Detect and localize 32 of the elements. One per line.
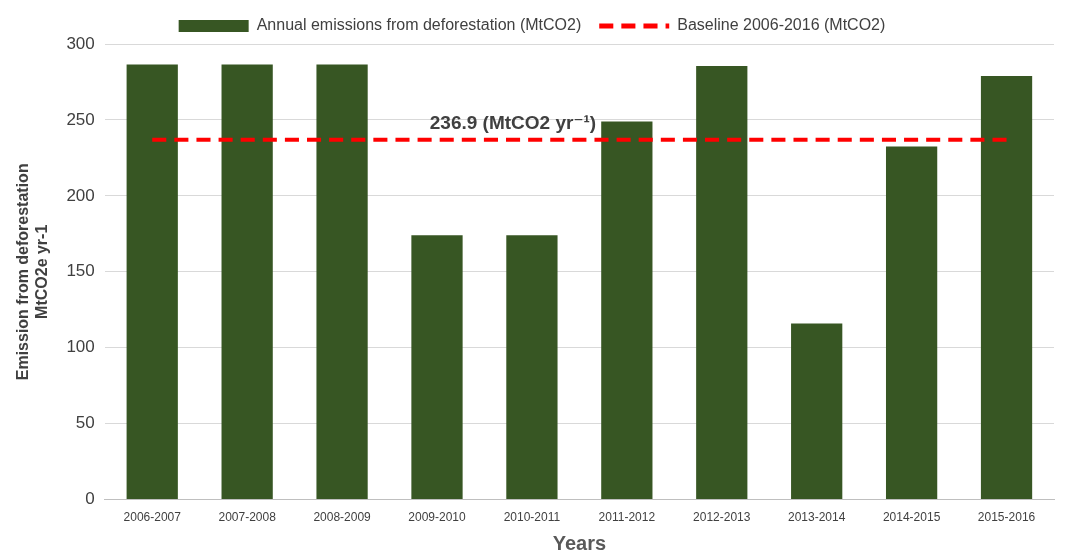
y-tick-label: 300 bbox=[66, 33, 95, 53]
x-tick-label: 2012-2013 bbox=[693, 510, 751, 525]
x-tick-label: 2010-2011 bbox=[503, 510, 561, 525]
bar bbox=[411, 235, 463, 500]
y-tick-label: 150 bbox=[66, 261, 95, 281]
y-tick-label: 0 bbox=[85, 489, 95, 509]
legend-label: Baseline 2006-2016 (MtCO2) bbox=[677, 16, 886, 34]
x-tick-label: 2006-2007 bbox=[123, 510, 182, 525]
bar bbox=[316, 64, 368, 500]
x-tick-label: 2013-2014 bbox=[788, 510, 846, 525]
bar bbox=[221, 64, 273, 500]
x-tick-label: 2009-2010 bbox=[408, 510, 467, 525]
x-tick-label: 2014-2015 bbox=[882, 510, 941, 525]
y-tick-label: 50 bbox=[75, 413, 95, 433]
bar bbox=[980, 75, 1033, 500]
bar bbox=[126, 64, 178, 500]
y-axis-title: Emission from deforestation MtCO2e yr-1 bbox=[14, 163, 51, 381]
y-tick-label: 100 bbox=[66, 337, 95, 357]
x-tick-label: 2008-2009 bbox=[313, 510, 372, 525]
y-tick-label: 200 bbox=[66, 185, 95, 205]
bar bbox=[506, 235, 558, 500]
x-tick-label: 2015-2016 bbox=[977, 510, 1036, 525]
x-axis-title: Years bbox=[552, 531, 607, 554]
x-tick-label: 2007-2008 bbox=[218, 510, 277, 525]
annotation: 236.9 (MtCO2 yr⁻¹) bbox=[429, 112, 597, 134]
x-tick-label: 2011-2012 bbox=[598, 510, 656, 525]
bar bbox=[601, 121, 653, 500]
bar bbox=[885, 146, 938, 500]
bar bbox=[696, 66, 748, 500]
y-tick-label: 250 bbox=[66, 109, 95, 129]
bar bbox=[791, 323, 843, 500]
legend-label: Annual emissions from deforestation (MtCO2) bbox=[256, 16, 582, 34]
